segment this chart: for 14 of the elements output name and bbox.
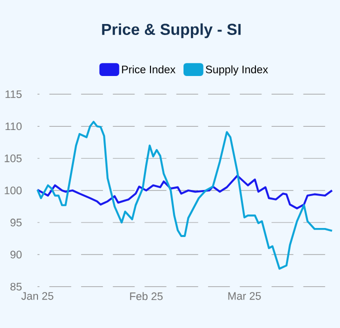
y-tick-label: 115 <box>6 90 22 98</box>
legend-label: Price Index <box>122 65 176 74</box>
y-tick-label: 110 <box>6 122 22 130</box>
chart-title: Price & Supply - SI <box>102 23 241 38</box>
y-tick-label: 85 <box>10 282 22 290</box>
x-tick-label: Jan 25 <box>21 292 54 300</box>
x-tick-label: Feb 25 <box>130 292 163 300</box>
y-tick-label: 105 <box>4 154 22 162</box>
x-tick-label: Mar 25 <box>228 292 261 300</box>
line-series <box>36 174 334 210</box>
y-tick-label: 90 <box>10 250 22 258</box>
legend-label: Supply Index <box>206 65 268 76</box>
y-tick-label: 95 <box>10 218 22 226</box>
y-tick-label: 100 <box>4 186 22 194</box>
